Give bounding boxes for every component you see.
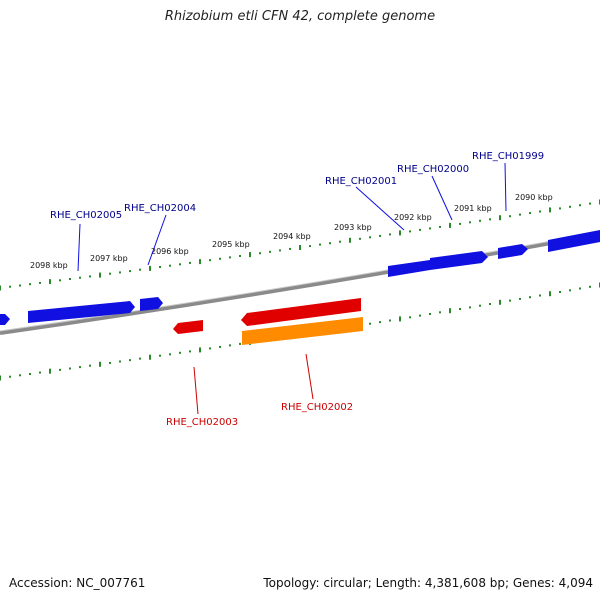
scale-label: 2095 kbp (212, 240, 250, 249)
gene-arrow-reverse[interactable] (241, 298, 361, 326)
gene-label-forward[interactable]: RHE_CH02000 (397, 164, 469, 175)
gene-label-forward[interactable]: RHE_CH02001 (325, 176, 397, 187)
gene-labels: RHE_CH02005 RHE_CH02004 RHE_CH02001 RHE_… (50, 151, 544, 428)
gene-label-forward[interactable]: RHE_CH01999 (472, 151, 544, 162)
scale-label: 2092 kbp (394, 213, 432, 222)
gene-label-forward[interactable]: RHE_CH02005 (50, 210, 122, 221)
scale-label: 2093 kbp (334, 223, 372, 232)
gene-arrow-forward[interactable] (0, 314, 10, 325)
gene-arrow-forward[interactable] (140, 297, 163, 311)
outer-scale-ticks (0, 199, 600, 291)
gene-arrow-forward[interactable] (430, 251, 488, 270)
callout-line (193, 366, 199, 415)
scale-label: 2090 kbp (515, 193, 553, 202)
gene-arrow-forward[interactable] (548, 230, 600, 252)
genome-summary-text: Topology: circular; Length: 4,381,608 bp… (263, 576, 593, 590)
gene-arrow-forward[interactable] (28, 301, 135, 323)
scale-label: 2096 kbp (151, 247, 189, 256)
scale-label: 2097 kbp (90, 254, 128, 263)
gene-label-reverse[interactable]: RHE_CH02002 (281, 402, 353, 413)
gene-arrow-forward[interactable] (498, 244, 528, 259)
scale-labels: 2098 kbp 2097 kbp 2096 kbp 2095 kbp 2094… (30, 193, 553, 270)
scale-label: 2098 kbp (30, 261, 68, 270)
gene-arrow-forward[interactable] (388, 260, 430, 277)
forward-strand-genes (0, 230, 600, 325)
callout-line (355, 186, 405, 231)
reverse-strand-genes (173, 298, 363, 345)
callout-line (147, 214, 167, 266)
gene-arrow-reverse[interactable] (173, 320, 203, 334)
callout-line (77, 223, 81, 272)
map-title: Rhizobium etli CFN 42, complete genome (164, 9, 436, 24)
gene-callout-lines (77, 162, 507, 415)
callout-line (504, 162, 507, 212)
gene-label-reverse[interactable]: RHE_CH02003 (166, 417, 238, 428)
accession-text: Accession: NC_007761 (9, 576, 146, 590)
gene-label-forward[interactable]: RHE_CH02004 (124, 203, 196, 214)
scale-label: 2094 kbp (273, 232, 311, 241)
callout-line (431, 175, 453, 221)
callout-line (305, 353, 314, 400)
scale-label: 2091 kbp (454, 204, 492, 213)
gene-arrow-reverse-alt[interactable] (242, 317, 363, 345)
